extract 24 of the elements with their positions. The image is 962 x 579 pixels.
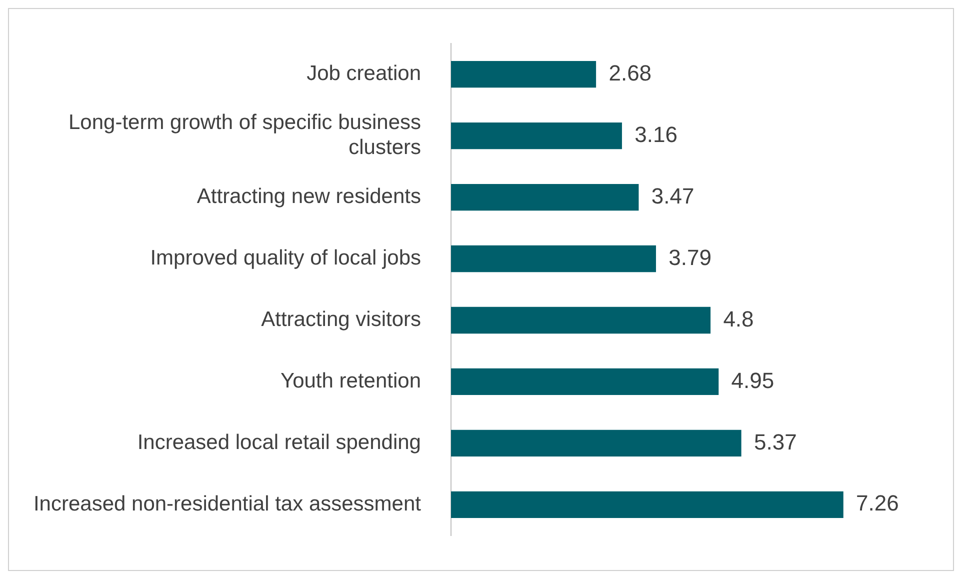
y-tick-label: Youth retention [280, 370, 421, 393]
y-tick-label: Attracting new residents [196, 185, 421, 208]
bar [451, 368, 719, 396]
y-tick-label: Long-term growth of specific business clusters [68, 111, 421, 160]
data-label: 2.68 [608, 60, 652, 86]
bar [451, 306, 711, 334]
bar [451, 184, 639, 211]
y-tick-label: Job creation [306, 62, 421, 86]
bar [451, 245, 656, 272]
data-label: 3.47 [651, 183, 694, 208]
bar [451, 491, 844, 518]
bar [451, 122, 622, 150]
data-label: 4.95 [731, 368, 774, 393]
data-label: 3.79 [668, 244, 712, 270]
y-tick-label: Improved quality of local jobs [150, 246, 421, 270]
data-label: 3.16 [634, 122, 678, 147]
bar [451, 430, 742, 457]
y-tick-label: Increased local retail spending [137, 430, 421, 454]
data-label: 5.37 [754, 429, 797, 454]
data-label: 4.8 [723, 306, 754, 332]
y-tick-label: Attracting visitors [261, 308, 421, 332]
bar [451, 61, 596, 88]
y-tick-label: Increased non-residential tax assessment [33, 492, 422, 516]
data-label: 7.26 [856, 490, 899, 516]
